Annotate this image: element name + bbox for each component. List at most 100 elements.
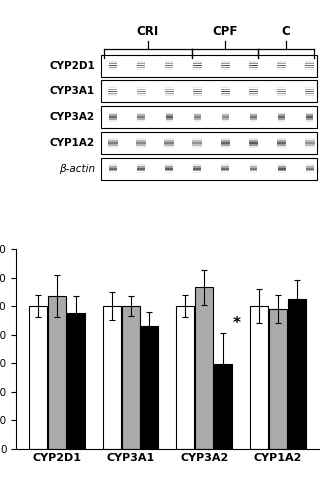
Bar [306,164,314,166]
Bar [249,67,258,69]
Bar [136,142,146,144]
Bar [137,172,145,174]
Bar [109,118,117,120]
Bar [305,142,315,144]
Bar [101,132,317,154]
Bar [122,306,140,449]
Bar [165,93,174,94]
Bar [193,89,202,90]
Bar [109,67,117,69]
Bar [306,120,313,122]
Bar [306,170,314,172]
Bar [193,63,202,65]
Bar [109,95,118,96]
Bar [165,63,174,65]
Bar [278,118,285,120]
Bar [136,144,146,145]
Bar [249,61,258,63]
Bar [306,61,314,63]
Bar [277,91,286,92]
Text: CYP1A2: CYP1A2 [50,138,95,148]
Bar [109,89,118,90]
Bar [193,146,202,147]
Bar [164,139,174,140]
Bar [164,142,174,144]
Bar [305,89,314,90]
Bar [194,120,201,122]
Text: C: C [282,25,291,38]
Bar [250,166,257,168]
Bar [109,112,117,114]
Bar [250,118,257,120]
Bar [193,87,202,88]
Bar [222,170,229,172]
Bar [277,65,286,67]
Bar [109,63,117,65]
Bar [250,170,257,172]
Bar [278,120,285,122]
Bar [277,139,287,140]
Bar [137,116,145,118]
Bar [249,141,258,142]
Bar [305,141,315,142]
Bar [108,146,118,147]
Bar [109,172,117,174]
Bar [165,61,174,63]
Bar [109,65,117,67]
Bar [306,168,314,170]
Bar [137,95,146,96]
Bar [221,65,230,67]
Bar [250,168,257,170]
Bar [221,141,230,142]
Bar [101,158,317,180]
Bar [137,118,145,120]
Bar [221,67,230,69]
Bar [108,144,118,145]
Bar [193,168,201,170]
Bar [193,170,201,172]
Bar [193,166,201,168]
Bar [221,87,230,88]
Bar [277,89,286,90]
Bar [305,144,315,145]
Bar [108,142,118,144]
Bar [221,95,230,96]
Bar [166,120,173,122]
Bar [140,326,158,449]
Bar [67,313,85,449]
Bar [221,142,230,144]
Bar [250,116,257,118]
Bar [221,146,230,147]
Bar [137,170,145,172]
Bar [193,69,202,70]
Bar [277,69,286,70]
Bar [277,144,287,145]
Text: CYP2D1: CYP2D1 [49,61,95,70]
Bar [136,139,146,140]
Bar [101,106,317,128]
Bar [193,139,202,140]
Bar [250,172,257,174]
Bar [277,146,287,147]
Bar [193,95,202,96]
Bar [250,112,257,114]
Bar [250,114,257,116]
Bar [109,168,117,170]
Bar [222,118,229,120]
Bar [305,93,314,94]
Bar [137,87,146,88]
Bar [165,166,173,168]
Bar [109,87,118,88]
Bar [221,91,230,92]
Bar [48,296,66,449]
Bar [278,116,285,118]
Bar [306,118,313,120]
Bar [305,87,314,88]
Bar [176,306,194,449]
Bar [137,168,145,170]
Bar [249,139,258,140]
Bar [221,63,230,65]
Bar [249,87,258,88]
Bar [109,69,117,70]
Bar [166,112,173,114]
